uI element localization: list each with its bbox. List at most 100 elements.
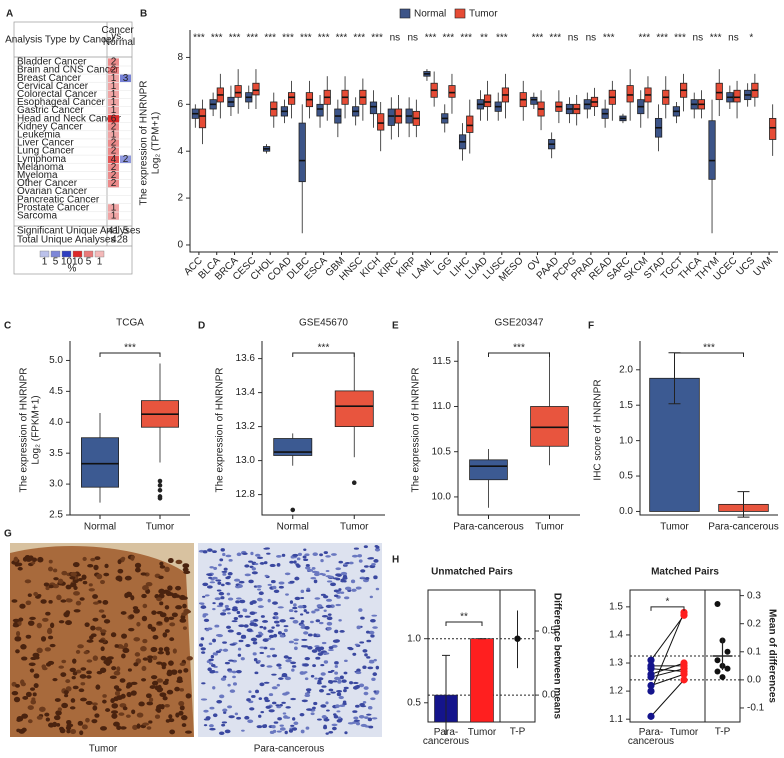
nucleus <box>69 706 76 710</box>
nucleus <box>218 591 225 596</box>
nucleus <box>158 647 164 652</box>
nucleus <box>353 547 359 550</box>
row-label: Head and Neck Cancer <box>17 113 122 124</box>
nucleus <box>200 602 205 605</box>
nucleus <box>32 692 37 697</box>
nucleus <box>165 590 172 597</box>
nucleus <box>84 622 90 628</box>
nucleus <box>321 685 327 688</box>
nucleus <box>132 724 138 730</box>
nucleus <box>64 693 69 698</box>
nucleus <box>268 634 275 639</box>
nucleus <box>262 620 269 623</box>
nucleus <box>21 727 27 733</box>
significance-label: *** <box>247 33 259 44</box>
nucleus <box>323 609 327 612</box>
nucleus <box>169 729 176 735</box>
nucleus <box>303 558 309 561</box>
y-tick-label: 0 <box>177 240 183 251</box>
nucleus <box>175 585 182 591</box>
y-axis-label: The expression of HNRNPR <box>19 367 30 492</box>
estimate-point <box>514 635 521 642</box>
box <box>287 92 296 105</box>
nucleus <box>323 551 328 554</box>
nucleus <box>86 659 93 663</box>
nucleus <box>342 575 348 578</box>
nucleus <box>150 626 157 632</box>
nucleus <box>304 656 311 661</box>
nucleus <box>227 683 231 687</box>
panel-letter: F <box>588 321 594 332</box>
nucleus <box>70 729 77 735</box>
nucleus <box>218 602 224 606</box>
nucleus <box>31 561 36 565</box>
axis <box>639 341 778 516</box>
nucleus <box>169 637 175 642</box>
y-tick-label: 8 <box>177 52 183 63</box>
nucleus <box>39 706 46 712</box>
nucleus <box>98 639 105 643</box>
nucleus <box>276 554 282 558</box>
nucleus <box>32 652 40 658</box>
y-tick-label: 0.1 <box>747 646 761 657</box>
nucleus <box>161 662 167 667</box>
nucleus <box>272 585 277 590</box>
nucleus <box>318 621 324 625</box>
nucleus <box>299 713 305 717</box>
nucleus <box>36 622 42 629</box>
axis <box>261 341 385 516</box>
nucleus <box>61 702 69 709</box>
nucleus <box>355 721 361 726</box>
nucleus <box>284 572 291 576</box>
nucleus <box>210 654 215 659</box>
nucleus <box>100 655 107 661</box>
nucleus <box>100 646 105 652</box>
nucleus <box>310 674 315 678</box>
nucleus <box>125 591 133 598</box>
nucleus <box>363 545 368 549</box>
nucleus <box>249 622 255 627</box>
nucleus <box>312 570 318 573</box>
nucleus <box>257 631 263 634</box>
significance-label: *** <box>513 343 525 354</box>
nucleus <box>368 630 375 635</box>
y-axis-label: The expression of HNRNPR <box>215 367 226 492</box>
nucleus <box>28 662 36 667</box>
nucleus <box>254 562 259 566</box>
outlier <box>351 480 357 486</box>
nucleus <box>175 605 183 610</box>
nucleus <box>212 652 217 656</box>
nucleus <box>331 553 337 556</box>
nucleus <box>65 620 72 626</box>
nucleus <box>75 649 81 654</box>
nucleus <box>238 614 244 618</box>
nucleus <box>220 677 227 681</box>
nucleus <box>305 566 311 570</box>
nucleus <box>300 729 305 734</box>
nucleus <box>142 657 149 661</box>
legend-label: Normal <box>414 9 446 20</box>
nucleus <box>113 670 121 676</box>
count-cell <box>108 131 119 139</box>
nucleus <box>65 686 72 692</box>
nucleus <box>229 689 236 693</box>
nucleus <box>131 709 136 715</box>
nucleus <box>356 625 361 630</box>
nucleus <box>275 704 280 707</box>
nucleus <box>292 553 299 557</box>
nucleus <box>130 595 135 601</box>
nucleus <box>12 623 20 628</box>
nucleus <box>207 667 212 672</box>
legend-swatch <box>399 8 411 19</box>
nucleus <box>300 589 305 594</box>
table-header: Cancer vs. Normal <box>101 25 136 48</box>
nucleus <box>156 621 163 625</box>
nucleus <box>215 579 222 582</box>
nucleus <box>325 732 329 735</box>
nucleus <box>363 686 369 690</box>
y-tick-label: 2.0 <box>619 364 633 375</box>
nucleus <box>33 591 39 597</box>
nucleus <box>279 727 286 731</box>
significance-label: *** <box>603 33 615 44</box>
